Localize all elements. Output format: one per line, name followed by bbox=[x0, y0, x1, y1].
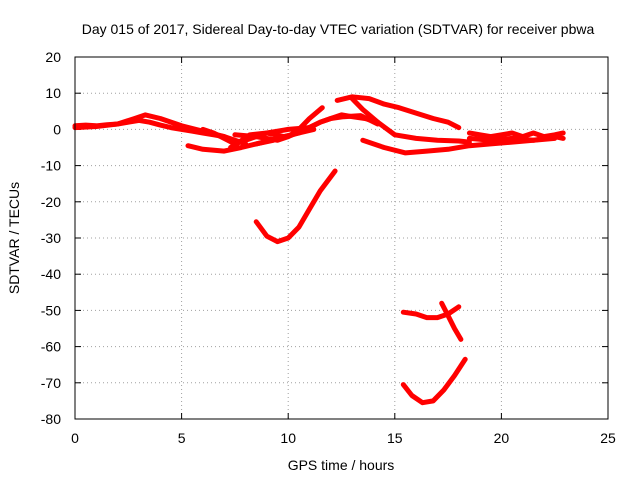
series-arc-10 bbox=[349, 96, 472, 145]
axis-ticks bbox=[74, 56, 609, 420]
y-tick-label: -20 bbox=[41, 194, 61, 210]
y-tick-label: -10 bbox=[41, 158, 61, 174]
x-tick-label: 10 bbox=[280, 430, 296, 446]
y-tick-label: -70 bbox=[41, 375, 61, 391]
y-tick-label: -80 bbox=[41, 411, 61, 427]
x-tick-labels: 0 5 10 15 20 25 bbox=[71, 430, 616, 446]
x-tick-label: 20 bbox=[494, 430, 510, 446]
y-tick-label: 10 bbox=[45, 85, 61, 101]
y-tick-label: -50 bbox=[41, 302, 61, 318]
x-tick-label: 25 bbox=[600, 430, 616, 446]
y-tick-label: -60 bbox=[41, 339, 61, 355]
chart-title: Day 015 of 2017, Sidereal Day-to-day VTE… bbox=[82, 21, 595, 37]
series-arc-15 bbox=[400, 304, 462, 321]
series-arc-9 bbox=[334, 94, 462, 131]
y-tick-label: 20 bbox=[45, 49, 61, 65]
x-tick-label: 5 bbox=[178, 430, 186, 446]
y-axis-label: SDTVAR / TECUs bbox=[6, 182, 22, 294]
series-arc-13 bbox=[466, 134, 566, 143]
y-tick-label: -30 bbox=[41, 230, 61, 246]
grid bbox=[75, 57, 608, 419]
x-axis-label: GPS time / hours bbox=[288, 457, 395, 473]
series-group bbox=[72, 94, 566, 406]
plot-frame bbox=[74, 56, 609, 420]
y-tick-labels: 20 10 0 -10 -20 -30 -40 -50 -60 -70 -80 bbox=[41, 49, 61, 427]
y-tick-label: -40 bbox=[41, 266, 61, 282]
series-arc-14 bbox=[253, 168, 338, 245]
x-tick-label: 15 bbox=[387, 430, 403, 446]
y-tick-label: 0 bbox=[53, 121, 61, 137]
series-arc-16 bbox=[439, 300, 464, 342]
series-arc-17 bbox=[400, 356, 468, 406]
x-tick-label: 0 bbox=[71, 430, 79, 446]
series-arc-8 bbox=[285, 112, 381, 140]
